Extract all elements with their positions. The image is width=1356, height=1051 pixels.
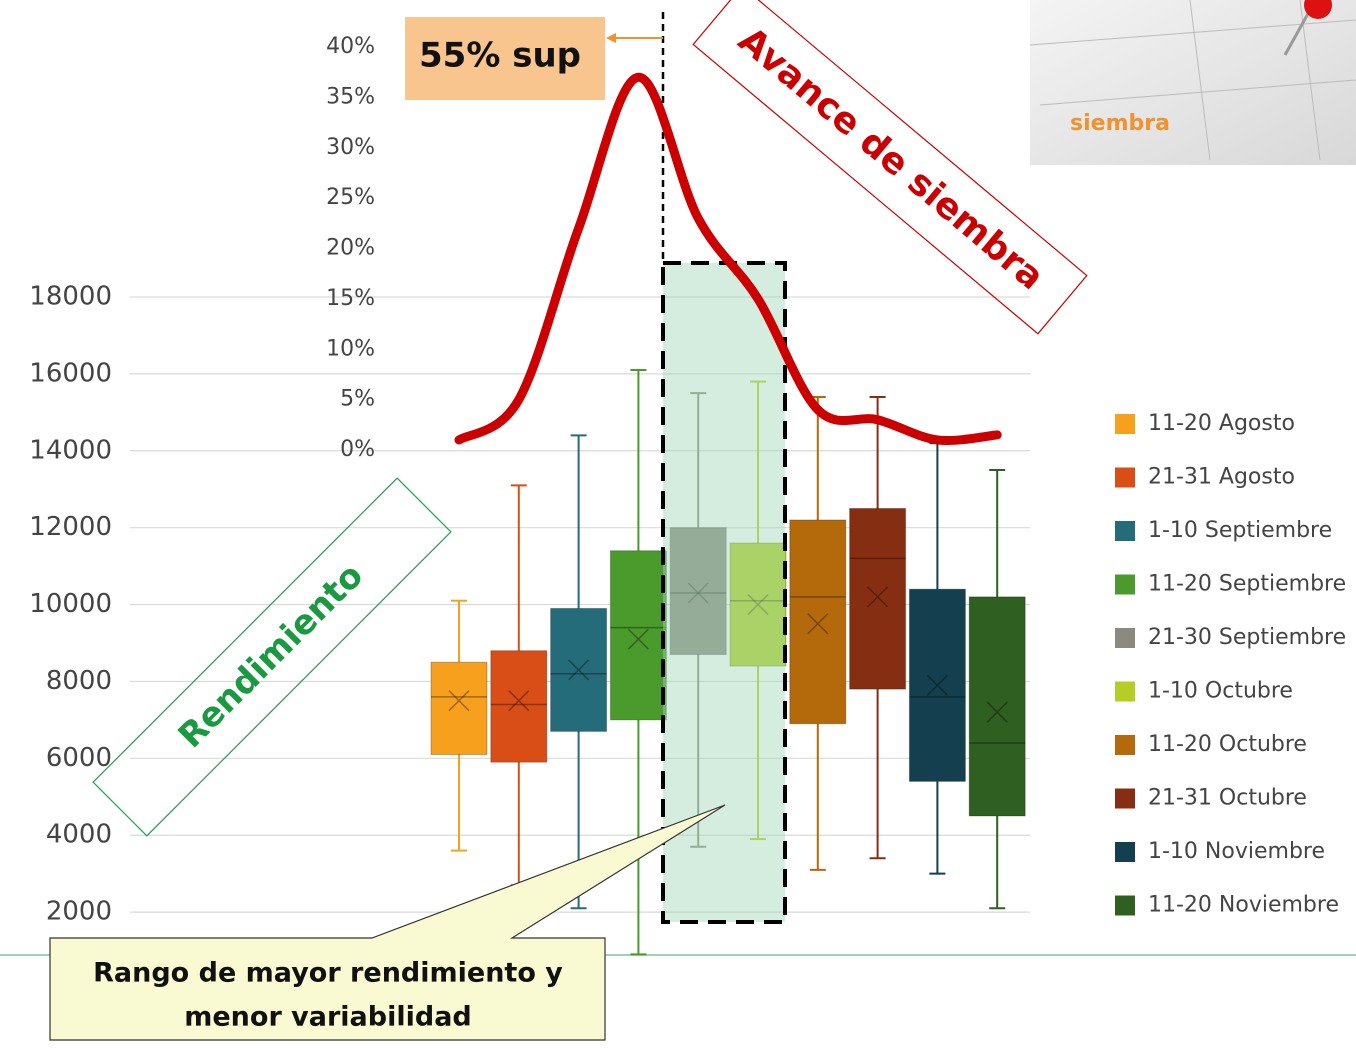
- box: [789, 519, 847, 725]
- calendar-line: [1299, 0, 1321, 161]
- legend-label: 11-20 Octubre: [1148, 732, 1307, 757]
- legend-label: 11-20 Septiembre: [1148, 572, 1346, 597]
- arrow-head: [606, 33, 616, 43]
- mean-marker: [867, 586, 889, 608]
- mean-marker: [807, 613, 829, 635]
- mean-marker: [926, 674, 948, 696]
- mean-marker: [448, 690, 470, 712]
- line-series: [454, 72, 1002, 445]
- avance-label: Avance de siembra: [731, 20, 1052, 299]
- y2-tick-label: 10%: [326, 336, 375, 361]
- legend-swatch: [1115, 788, 1135, 809]
- legend-swatch: [1115, 521, 1135, 541]
- y-tick-label: 12000: [29, 512, 112, 542]
- mean-marker: [568, 659, 590, 681]
- y-tick-label: 6000: [46, 743, 112, 773]
- y-tick-label: 4000: [46, 820, 112, 850]
- y2-tick-label: 30%: [326, 135, 375, 160]
- legend-label: 21-31 Octubre: [1148, 786, 1307, 811]
- rendimiento-label: Rendimiento: [171, 556, 371, 756]
- callout: Rango de mayor rendimiento y menor varia…: [49, 804, 726, 1041]
- legend-swatch: [1115, 467, 1135, 488]
- y2-tick-label: 25%: [326, 185, 375, 210]
- legend-label: 11-20 Noviembre: [1148, 893, 1339, 918]
- legend-label: 1-10 Octubre: [1148, 679, 1293, 704]
- mean-marker: [508, 690, 530, 712]
- legend-swatch: [1115, 414, 1135, 434]
- legend-label: 21-30 Septiembre: [1148, 625, 1346, 650]
- box: [609, 550, 667, 721]
- y-tick-label: 16000: [29, 358, 112, 388]
- pin: [1283, 9, 1312, 56]
- legend-swatch: [1115, 735, 1135, 755]
- avance-frame: [692, 0, 1088, 335]
- y-tick-label: 10000: [29, 589, 112, 619]
- y2-tick-label: 0%: [340, 437, 375, 462]
- mean-marker: [627, 628, 649, 650]
- box: [550, 607, 608, 732]
- calendar-line: [1039, 79, 1356, 106]
- box: [490, 650, 548, 763]
- sup-label-box: 55% sup: [405, 17, 663, 100]
- pin-head: [1304, 0, 1332, 19]
- callout-shape: [49, 804, 726, 1041]
- box: [430, 661, 488, 755]
- y-tick-label: 2000: [46, 897, 112, 927]
- legend-swatch: [1115, 842, 1135, 862]
- calendar-line: [1189, 0, 1211, 161]
- mean-marker: [986, 701, 1008, 723]
- y-tick-label: 18000: [29, 282, 112, 312]
- mean-marker: [747, 594, 769, 616]
- legend-label: 1-10 Septiembre: [1148, 518, 1332, 543]
- y2-tick-label: 40%: [326, 34, 375, 59]
- siembra-label: siembra: [1070, 111, 1170, 136]
- mean-marker: [687, 582, 709, 604]
- box: [849, 507, 907, 690]
- legend-swatch: [1115, 681, 1135, 702]
- y2-tick-label: 35%: [326, 84, 375, 109]
- y2-tick-label: 20%: [326, 236, 375, 261]
- legend-label: 21-31 Agosto: [1148, 465, 1295, 490]
- box: [968, 596, 1026, 817]
- box: [669, 527, 727, 656]
- y-tick-label: 8000: [46, 666, 112, 696]
- callout-text: menor variabilidad: [184, 1002, 472, 1033]
- legend-swatch: [1115, 895, 1135, 916]
- box: [908, 588, 966, 782]
- rendimiento-box: Rendimiento: [92, 477, 452, 837]
- y2-tick-label: 5%: [340, 387, 375, 412]
- sup-box: [405, 17, 605, 100]
- legend-swatch: [1115, 628, 1135, 648]
- box: [729, 542, 787, 667]
- legend-label: 11-20 Agosto: [1148, 411, 1295, 436]
- sup-label: 55% sup: [419, 36, 581, 76]
- rendimiento-frame: [92, 477, 452, 837]
- legend-label: 1-10 Noviembre: [1148, 839, 1325, 864]
- calendar-image: siembra: [1029, 0, 1356, 165]
- highlight-range: [661, 261, 787, 924]
- legend-swatch: [1115, 574, 1135, 595]
- y2-tick-label: 15%: [326, 286, 375, 311]
- y-tick-label: 14000: [29, 435, 112, 465]
- callout-text: Rango de mayor rendimiento y: [93, 958, 563, 989]
